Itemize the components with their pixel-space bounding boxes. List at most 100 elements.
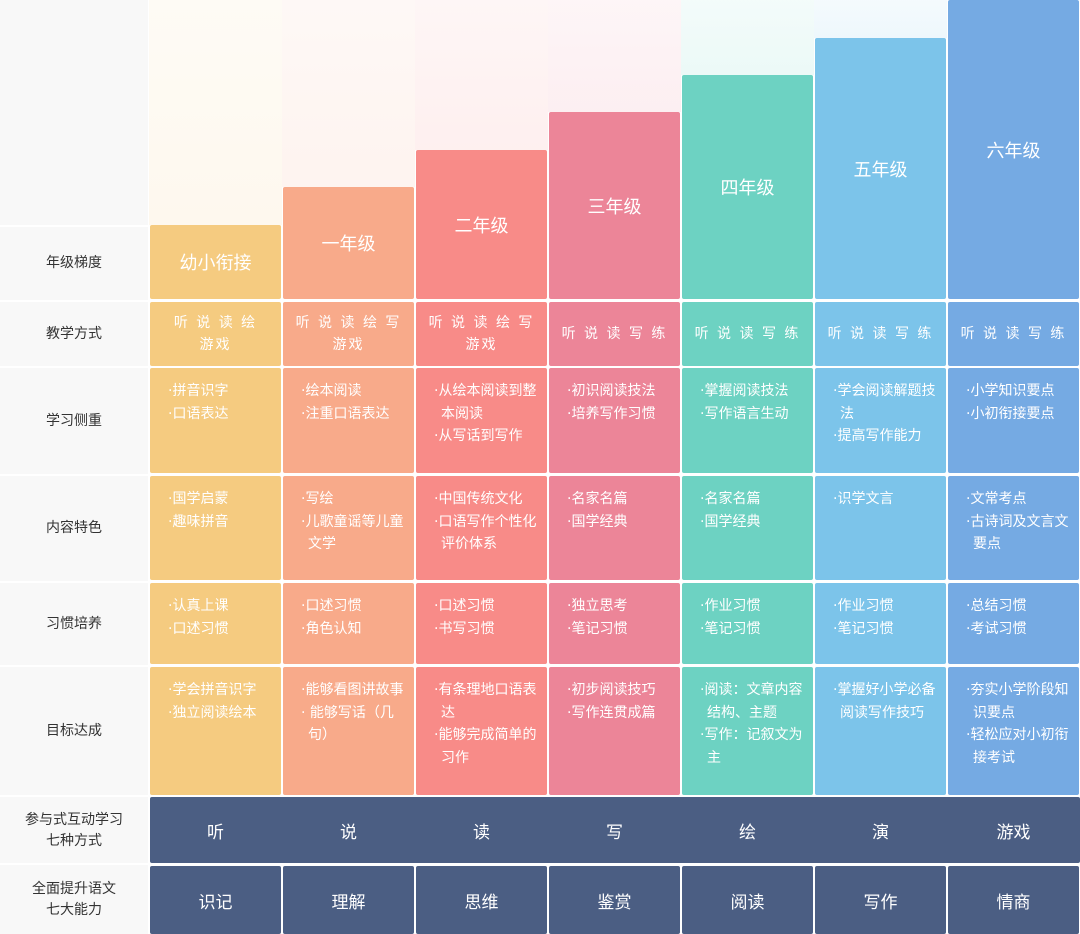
method-label: 读: [473, 822, 490, 843]
bullet-dot-icon: ·: [567, 598, 572, 614]
ability-cell: 思维: [416, 866, 547, 934]
goals-cell: ·有条理地口语表达 ·能够完成简单的习作: [416, 667, 547, 795]
bullet-dot-icon: ·: [966, 383, 971, 399]
list-item: ·趣味拼音: [168, 511, 273, 534]
bullet-dot-icon: ·: [301, 704, 306, 721]
list-item-text: 中国传统文化: [438, 491, 523, 507]
list-item-text: 文常考点: [970, 491, 1027, 507]
bullet-dot-icon: ·: [434, 513, 439, 530]
bullet-dot-icon: ·: [168, 704, 173, 721]
list-item-text: 识学文言: [837, 491, 894, 507]
habits-cell: ·口述习惯 ·角色认知: [283, 583, 414, 664]
bullet-dot-icon: ·: [833, 491, 838, 507]
grade-header: 二年级: [416, 150, 547, 299]
bullet-dot-icon: ·: [700, 598, 705, 614]
habits-cell: ·认真上课 ·口述习惯: [150, 583, 281, 664]
list-item-text: 口述习惯: [305, 598, 362, 614]
bullet-dot-icon: ·: [567, 704, 572, 721]
bullet-dot-icon: ·: [168, 491, 173, 507]
focus-cell: ·绘本阅读 ·注重口语表达: [283, 368, 414, 473]
bullet-dot-icon: ·: [301, 598, 306, 614]
bullet-dot-icon: ·: [168, 513, 173, 530]
bullet-dot-icon: ·: [301, 620, 306, 637]
grade-header: 幼小衔接: [150, 225, 281, 299]
teaching-method-cell: 听 说 读 写 练: [815, 302, 946, 366]
bullet-dot-icon: ·: [700, 682, 705, 698]
focus-cell: ·掌握阅读技法 ·写作语言生动: [682, 368, 813, 473]
bullet-dot-icon: ·: [833, 383, 838, 399]
list-item-text: 认真上课: [172, 598, 229, 614]
list-item-text: 笔记习惯: [837, 620, 894, 637]
list-item-text: 有条理地口语表达: [438, 682, 537, 721]
list-item: ·角色认知: [301, 618, 406, 641]
habits-cell: ·总结习惯 ·考试习惯: [948, 583, 1079, 664]
list-item: ·能够完成简单的习作: [434, 724, 539, 769]
list-item: ·识学文言: [833, 488, 938, 511]
row-label: 全面提升语文 七大能力: [0, 863, 148, 934]
bullet-dot-icon: ·: [966, 491, 971, 507]
grade-header: 四年级: [682, 75, 813, 299]
list-item: ·提高写作能力: [833, 425, 938, 448]
list-item: ·文常考点: [966, 488, 1071, 511]
list-item: ·笔记习惯: [567, 618, 672, 641]
list-item-text: 笔记习惯: [571, 620, 628, 637]
habits-cell: ·作业习惯 ·笔记习惯: [682, 583, 813, 664]
list-item-text: 学会阅读解题技法: [837, 383, 936, 422]
list-item-text: 口述习惯: [438, 598, 495, 614]
bullet-dot-icon: ·: [567, 405, 572, 422]
list-item: ·独立思考: [567, 595, 672, 618]
bullet-dot-icon: ·: [168, 383, 173, 399]
list-item: ·从写话到写作: [434, 425, 539, 448]
row-label: 目标达成: [0, 665, 148, 796]
bullet-dot-icon: ·: [700, 513, 705, 530]
bullet-dot-icon: ·: [700, 620, 705, 637]
row-label: 学习侧重: [0, 366, 148, 474]
list-item-text: 古诗词及文言文要点: [970, 513, 1069, 553]
goals-cell: ·阅读：文章内容结构、主题 ·写作：记叙文为主: [682, 667, 813, 795]
bullet-dot-icon: ·: [966, 620, 971, 637]
focus-cell: ·拼音识字 ·口语表达: [150, 368, 281, 473]
teaching-method-cell: 听 说 读 写 练: [549, 302, 680, 366]
list-item-text: 初识阅读技法: [571, 383, 656, 399]
goals-cell: ·初步阅读技巧 ·写作连贯成篇: [549, 667, 680, 795]
list-item: ·拼音识字: [168, 380, 273, 403]
list-item: ·笔记习惯: [833, 618, 938, 641]
list-item-text: 掌握好小学必备阅读写作技巧: [837, 682, 936, 721]
bullet-dot-icon: ·: [833, 428, 838, 444]
content-cell: ·名家名篇 ·国学经典: [549, 476, 680, 580]
list-item-text: 提高写作能力: [837, 428, 922, 444]
seven-methods-band: [150, 797, 1080, 863]
teaching-method-cell: 听 说 读 绘 游戏: [150, 302, 281, 366]
list-item: ·写作：记叙文为主: [700, 724, 805, 769]
list-item: ·写作语言生动: [700, 403, 805, 426]
habits-cell: ·作业习惯 ·笔记习惯: [815, 583, 946, 664]
column-tint: [149, 0, 282, 225]
list-item: ·初步阅读技巧: [567, 679, 672, 702]
row-label: 年级梯度: [0, 225, 148, 300]
grade-header: 六年级: [948, 0, 1079, 299]
grade-header: 一年级: [283, 187, 414, 299]
habits-cell: ·独立思考 ·笔记习惯: [549, 583, 680, 664]
focus-cell: ·从绘本阅读到整本阅读 ·从写话到写作: [416, 368, 547, 473]
goals-cell: ·学会拼音识字 ·独立阅读绘本: [150, 667, 281, 795]
list-item: ·作业习惯: [833, 595, 938, 618]
list-item-text: 小初衔接要点: [970, 405, 1055, 422]
list-item-text: 考试习惯: [970, 620, 1027, 637]
method-label: 绘: [739, 822, 756, 843]
bullet-dot-icon: ·: [301, 383, 306, 399]
bullet-dot-icon: ·: [168, 598, 173, 614]
list-item-text: 口述习惯: [172, 620, 229, 637]
bullet-dot-icon: ·: [700, 405, 705, 422]
method-label: 说: [340, 822, 357, 843]
list-item-text: 绘本阅读: [305, 383, 362, 399]
column-tint: [548, 0, 681, 112]
list-item-text: 从绘本阅读到整本阅读: [438, 383, 537, 422]
content-cell: ·写绘 ·儿歌童谣等儿童文学: [283, 476, 414, 580]
list-item: ·轻松应对小初衔接考试: [966, 724, 1071, 769]
bullet-dot-icon: ·: [168, 620, 173, 637]
bullet-dot-icon: ·: [301, 513, 306, 530]
list-item-text: 国学启蒙: [172, 491, 229, 507]
list-item: ·绘本阅读: [301, 380, 406, 403]
list-item: ·国学经典: [700, 511, 805, 534]
habits-cell: ·口述习惯 ·书写习惯: [416, 583, 547, 664]
